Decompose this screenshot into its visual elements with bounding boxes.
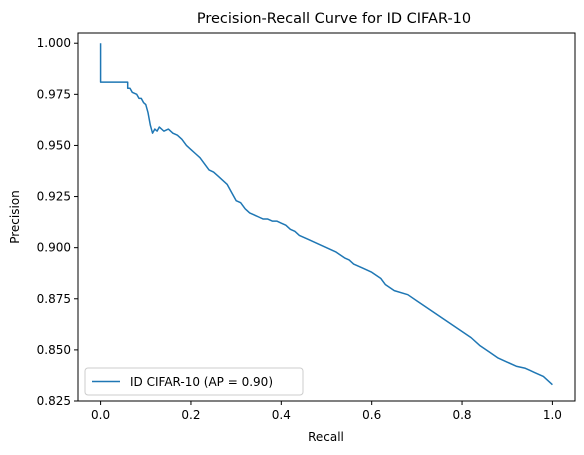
x-tick-label: 0.8 bbox=[452, 408, 471, 422]
y-tick-label: 0.925 bbox=[37, 190, 71, 204]
y-tick-label: 0.950 bbox=[37, 138, 71, 152]
x-ticks: 0.0 0.2 0.4 0.6 0.8 1.0 bbox=[91, 401, 562, 422]
y-ticks: 0.825 0.850 0.875 0.900 0.925 0.950 0.975 1.000 bbox=[37, 36, 78, 408]
legend-label: ID CIFAR-10 (AP = 0.90) bbox=[130, 375, 273, 389]
x-tick-label: 0.0 bbox=[91, 408, 110, 422]
y-tick-label: 0.850 bbox=[37, 343, 71, 357]
chart-title: Precision-Recall Curve for ID CIFAR-10 bbox=[197, 11, 471, 27]
plot-area: 0.0 0.2 0.4 0.6 0.8 1.0 0.8250.8500.8750.9000… bbox=[37, 32, 576, 422]
y-tick-label: 0.825 bbox=[37, 394, 71, 408]
series-line-0 bbox=[99, 43, 553, 386]
x-tick-label: 0.2 bbox=[181, 408, 200, 422]
y-axis-label: Precision bbox=[8, 190, 22, 244]
y-tick-label: 1.000 bbox=[37, 36, 71, 50]
legend-box bbox=[84, 367, 304, 396]
legend: ID CIFAR-10 (AP = 0.90) bbox=[84, 367, 304, 396]
x-axis-label: Recall bbox=[308, 430, 344, 444]
series-layer bbox=[99, 43, 553, 386]
y-tick-label: 0.900 bbox=[37, 241, 71, 255]
y-tick-label: 0.875 bbox=[37, 292, 71, 306]
x-tick-label: 1.0 bbox=[543, 408, 562, 422]
x-tick-label: 0.6 bbox=[362, 408, 381, 422]
x-tick-label: 0.4 bbox=[272, 408, 291, 422]
y-tick-label: 0.975 bbox=[37, 87, 71, 101]
axes-frame bbox=[77, 32, 576, 402]
